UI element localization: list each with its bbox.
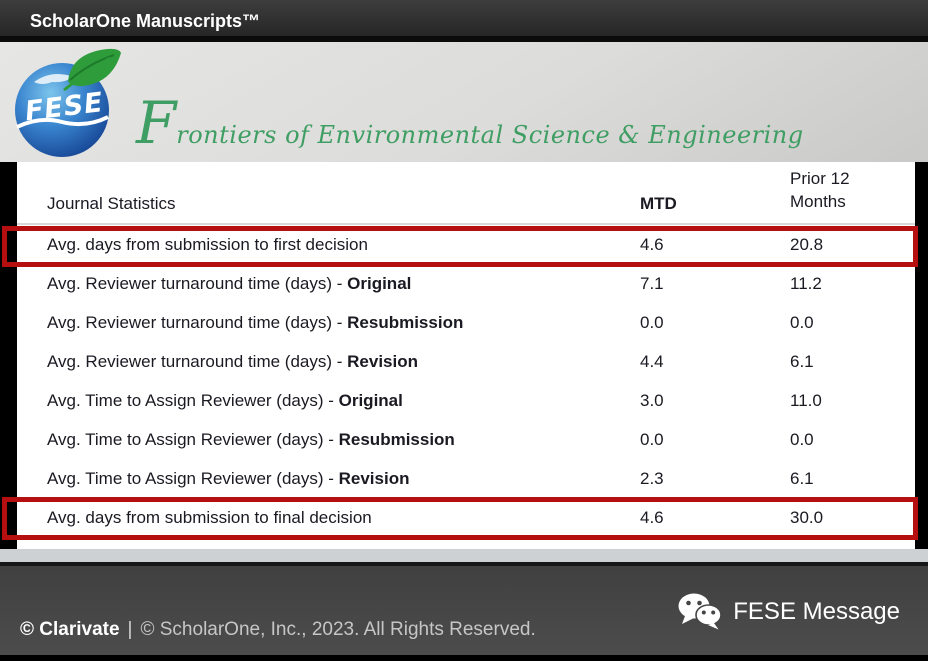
column-header-prior-12-months: Prior 12 Months <box>790 169 850 212</box>
table-row: Avg. days from submission to final decis… <box>17 498 915 537</box>
row-label: Avg. Time to Assign Reviewer (days) - Or… <box>47 391 403 410</box>
row-mtd-value: 7.1 <box>640 274 664 293</box>
row-mtd-value: 0.0 <box>640 430 664 449</box>
row-prior-value: 6.1 <box>790 469 814 488</box>
table-row: Avg. Reviewer turnaround time (days) - R… <box>17 303 915 342</box>
content-area: Journal Statistics MTD Prior 12 Months A… <box>0 162 928 549</box>
row-mtd-value: 4.6 <box>640 508 664 527</box>
journal-title-rest: rontiers of Environmental Science & Engi… <box>176 121 804 149</box>
row-mtd-value: 0.0 <box>640 313 664 332</box>
column-header-mtd: MTD <box>640 194 677 213</box>
table-row: Avg. Time to Assign Reviewer (days) - Or… <box>17 381 915 420</box>
table-row: Avg. Reviewer turnaround time (days) - O… <box>17 264 915 303</box>
row-mtd-value: 4.4 <box>640 352 664 371</box>
table-row: Avg. Reviewer turnaround time (days) - R… <box>17 342 915 381</box>
wechat-icon <box>678 593 723 630</box>
row-prior-value: 6.1 <box>790 352 814 371</box>
row-label: Avg. Time to Assign Reviewer (days) - Re… <box>47 430 455 449</box>
row-prior-value: 30.0 <box>790 508 824 527</box>
row-prior-value: 11.2 <box>790 274 822 293</box>
row-prior-value: 0.0 <box>790 313 814 332</box>
table-row: Avg. Time to Assign Reviewer (days) - Re… <box>17 420 915 459</box>
row-prior-value: 11.0 <box>790 391 822 410</box>
globe-circle <box>15 63 109 157</box>
scholarone-copyright: © ScholarOne, Inc., 2023. All Rights Res… <box>140 619 536 640</box>
row-mtd-value: 2.3 <box>640 469 664 488</box>
highlight-box-final-decision <box>2 497 918 540</box>
row-label: Avg. Reviewer turnaround time (days) - R… <box>47 313 464 332</box>
row-label: Avg. Reviewer turnaround time (days) - R… <box>47 352 418 371</box>
journal-title-initial: F <box>136 89 177 157</box>
copyright-separator: | <box>127 619 133 640</box>
stats-panel: Journal Statistics MTD Prior 12 Months A… <box>17 162 915 549</box>
row-label: Avg. days from submission to final decis… <box>47 508 372 527</box>
row-label: Avg. days from submission to first decis… <box>47 235 368 254</box>
wechat-label: FESE Message <box>733 598 900 625</box>
row-label: Avg. Reviewer turnaround time (days) - O… <box>47 274 412 293</box>
fese-logo-icon: FESE <box>15 48 121 157</box>
row-prior-value: 20.8 <box>790 235 824 254</box>
wechat-message-link[interactable]: FESE Message <box>677 592 900 632</box>
footer-divider <box>0 549 928 562</box>
row-prior-value: 0.0 <box>790 430 814 449</box>
table-row: Avg. days from submission to first decis… <box>17 225 915 264</box>
clarivate-copyright: © Clarivate <box>20 619 120 640</box>
app-title: ScholarOne Manuscripts™ <box>30 11 261 31</box>
highlight-box-first-decision <box>2 226 918 267</box>
table-header-row: Journal Statistics MTD Prior 12 Months <box>17 162 915 225</box>
table-row: Avg. Time to Assign Reviewer (days) - Re… <box>17 459 915 498</box>
column-header-journal-statistics: Journal Statistics <box>47 194 176 213</box>
footer: © Clarivate | © ScholarOne, Inc., 2023. Al… <box>0 562 928 655</box>
row-label: Avg. Time to Assign Reviewer (days) - Re… <box>47 469 410 488</box>
row-mtd-value: 4.6 <box>640 235 664 254</box>
copyright-text: © Clarivate | © ScholarOne, Inc., 2023. Al… <box>20 619 536 641</box>
row-mtd-value: 3.0 <box>640 391 664 410</box>
table-body: Avg. days from submission to first decis… <box>17 225 915 537</box>
topbar: ScholarOne Manuscripts™ <box>0 0 928 42</box>
